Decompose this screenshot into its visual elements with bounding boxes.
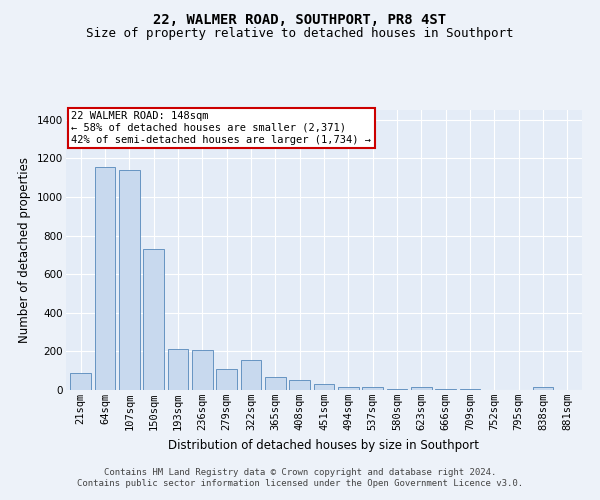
- Bar: [143, 249, 164, 390]
- Bar: [411, 386, 432, 390]
- Text: Contains HM Land Registry data © Crown copyright and database right 2024.
Contai: Contains HM Land Registry data © Crown c…: [77, 468, 523, 487]
- Bar: [386, 389, 407, 390]
- Bar: [216, 369, 237, 390]
- Bar: [70, 372, 91, 390]
- Bar: [362, 387, 383, 390]
- Bar: [314, 384, 334, 390]
- Bar: [241, 360, 262, 390]
- Bar: [265, 377, 286, 390]
- Bar: [460, 389, 481, 390]
- Bar: [338, 386, 359, 390]
- Y-axis label: Number of detached properties: Number of detached properties: [19, 157, 31, 343]
- Text: 22 WALMER ROAD: 148sqm
← 58% of detached houses are smaller (2,371)
42% of semi-: 22 WALMER ROAD: 148sqm ← 58% of detached…: [71, 112, 371, 144]
- Bar: [289, 380, 310, 390]
- Bar: [436, 389, 456, 390]
- Text: 22, WALMER ROAD, SOUTHPORT, PR8 4ST: 22, WALMER ROAD, SOUTHPORT, PR8 4ST: [154, 12, 446, 26]
- Bar: [167, 350, 188, 390]
- Text: Size of property relative to detached houses in Southport: Size of property relative to detached ho…: [86, 28, 514, 40]
- Bar: [533, 386, 553, 390]
- X-axis label: Distribution of detached houses by size in Southport: Distribution of detached houses by size …: [169, 438, 479, 452]
- Bar: [119, 170, 140, 390]
- Bar: [192, 350, 212, 390]
- Bar: [95, 167, 115, 390]
